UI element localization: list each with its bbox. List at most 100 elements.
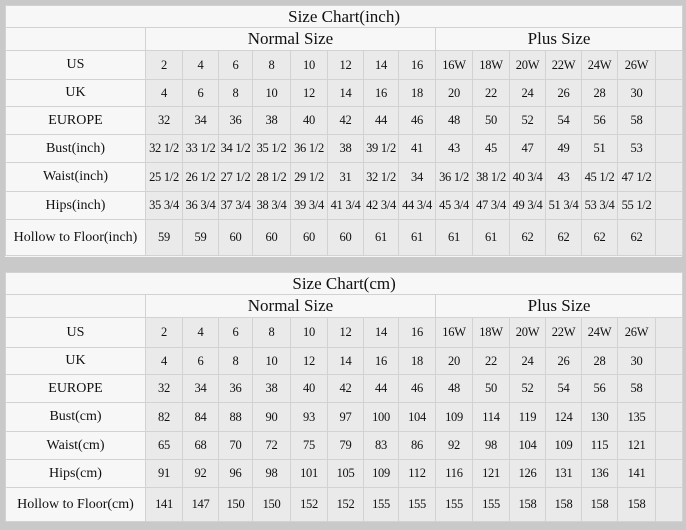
size-cell: 26W	[617, 317, 656, 348]
size-cell: 16W	[435, 50, 473, 80]
size-cell: 152	[290, 487, 328, 522]
table-row: EUROPE 32 34 36 38 40 42 44 46 48 50 52 54 56 58	[5, 374, 684, 403]
row-label: Hips(inch)	[5, 191, 146, 220]
size-cell: 155	[435, 487, 473, 522]
size-cell: 42	[327, 374, 364, 403]
size-cell: 52	[509, 106, 546, 135]
size-cell: 60	[218, 219, 253, 256]
empty-cell	[654, 191, 684, 220]
row-label: EUROPE	[5, 106, 146, 135]
size-cell: 59	[182, 219, 219, 256]
size-cell: 36 1/2	[290, 134, 328, 163]
size-cell: 115	[581, 431, 618, 460]
size-cell: 109	[435, 402, 473, 432]
size-cell: 50	[472, 374, 510, 403]
size-cell: 8	[218, 347, 253, 375]
size-cell: 60	[290, 219, 328, 256]
size-cell: 62	[581, 219, 618, 256]
table-row: Waist(inch) 25 1/2 26 1/2 27 1/2 28 1/2 29 1/…	[5, 162, 684, 192]
empty-cell	[654, 219, 684, 256]
size-cell: 44	[363, 106, 399, 135]
size-cell: 58	[617, 106, 656, 135]
size-cell: 62	[509, 219, 546, 256]
size-cell: 36	[218, 374, 253, 403]
size-cell: 59	[145, 219, 183, 256]
size-chart-cm: Size Chart(cm) Normal Size Plus Size US 2 4 6 8…	[4, 272, 684, 522]
size-cell: 88	[218, 402, 253, 432]
size-cell: 55 1/2	[617, 191, 656, 220]
size-cell: 116	[435, 459, 473, 488]
size-cell: 158	[581, 487, 618, 522]
size-cell: 16	[398, 317, 436, 348]
size-cell: 39 1/2	[363, 134, 399, 163]
size-cell: 65	[145, 431, 183, 460]
size-cell: 44	[363, 374, 399, 403]
size-cell: 31	[327, 162, 364, 192]
size-cell: 105	[327, 459, 364, 488]
size-cell: 28	[581, 347, 618, 375]
size-cell: 43	[435, 134, 473, 163]
row-label: Hollow to Floor(cm)	[5, 487, 146, 522]
size-cell: 4	[145, 347, 183, 375]
size-cell: 6	[182, 347, 219, 375]
header-blank	[5, 294, 146, 318]
size-cell: 147	[182, 487, 219, 522]
size-cell: 27 1/2	[218, 162, 253, 192]
size-cell: 60	[252, 219, 291, 256]
size-cell: 30	[617, 347, 656, 375]
row-label: Hips(cm)	[5, 459, 146, 488]
size-cell: 22	[472, 79, 510, 107]
size-cell: 158	[617, 487, 656, 522]
empty-cell	[654, 317, 684, 348]
size-cell: 56	[581, 374, 618, 403]
size-cell: 10	[252, 79, 291, 107]
empty-cell	[654, 79, 684, 107]
size-cell: 28	[581, 79, 618, 107]
size-cell: 44 3/4	[398, 191, 436, 220]
size-cell: 32	[145, 106, 183, 135]
size-cell: 43	[545, 162, 582, 192]
size-cell: 104	[398, 402, 436, 432]
chart-title: Size Chart(cm)	[4, 272, 684, 295]
size-cell: 38	[252, 374, 291, 403]
size-cell: 124	[545, 402, 582, 432]
table-row: US 2 4 6 8 10 12 14 16 16W 18W 20W 22W 24W 26W	[5, 317, 684, 348]
header-blank	[5, 27, 146, 51]
row-label: Waist(cm)	[5, 431, 146, 460]
size-cell: 4	[182, 50, 219, 80]
size-cell: 84	[182, 402, 219, 432]
size-cell: 14	[327, 79, 364, 107]
size-cell: 18	[398, 79, 436, 107]
empty-cell	[654, 402, 684, 432]
size-cell: 119	[509, 402, 546, 432]
empty-cell	[654, 431, 684, 460]
size-cell: 51 3/4	[545, 191, 582, 220]
table-row: EUROPE 32 34 36 38 40 42 44 46 48 50 52 54 56 58	[5, 106, 684, 135]
size-cell: 45 1/2	[581, 162, 618, 192]
size-cell: 12	[327, 317, 364, 348]
size-cell: 158	[509, 487, 546, 522]
table-row: Hips(inch) 35 3/4 36 3/4 37 3/4 38 3/4 39 3/4…	[5, 191, 684, 220]
size-cell: 98	[472, 431, 510, 460]
size-cell: 56	[581, 106, 618, 135]
size-cell: 47	[509, 134, 546, 163]
row-label: EUROPE	[5, 374, 146, 403]
size-cell: 61	[363, 219, 399, 256]
size-cell: 39 3/4	[290, 191, 328, 220]
size-cell: 62	[545, 219, 582, 256]
size-cell: 8	[252, 317, 291, 348]
size-cell: 92	[435, 431, 473, 460]
size-cell: 131	[545, 459, 582, 488]
size-cell: 24W	[581, 317, 618, 348]
size-cell: 8	[252, 50, 291, 80]
empty-cell	[654, 374, 684, 403]
size-cell: 53 3/4	[581, 191, 618, 220]
row-label: US	[5, 50, 146, 80]
size-cell: 46	[398, 374, 436, 403]
size-cell: 20W	[509, 317, 546, 348]
size-cell: 68	[182, 431, 219, 460]
size-cell: 12	[290, 79, 328, 107]
empty-cell	[654, 106, 684, 135]
empty-cell	[654, 459, 684, 488]
size-cell: 10	[290, 317, 328, 348]
